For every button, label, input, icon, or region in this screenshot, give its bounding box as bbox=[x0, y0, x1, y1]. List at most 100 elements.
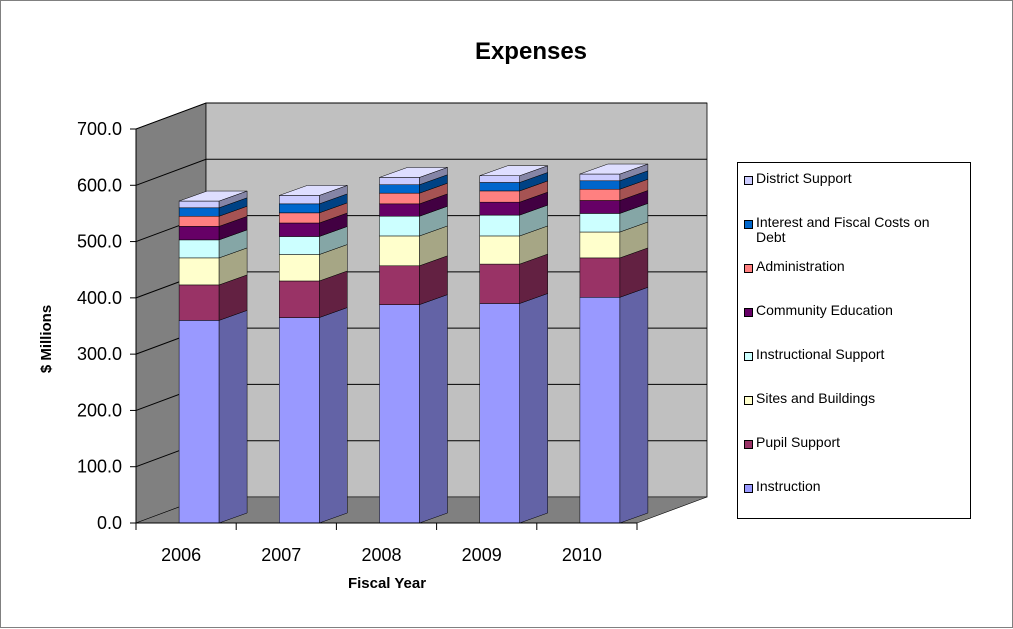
axes bbox=[130, 128, 638, 530]
bar-side bbox=[319, 307, 348, 524]
legend-label: Instructional Support bbox=[756, 346, 885, 362]
bar-front bbox=[279, 222, 320, 237]
bar-front bbox=[279, 236, 320, 255]
bar-2007-instruction bbox=[279, 307, 348, 524]
x-tick-label: 2010 bbox=[562, 545, 602, 565]
bar-2007-pupil-support bbox=[279, 270, 348, 318]
bar-side bbox=[218, 310, 248, 524]
bar-front bbox=[479, 303, 520, 524]
bar-front bbox=[279, 195, 320, 205]
bar-front bbox=[379, 203, 420, 217]
x-tick-labels: 2006 2007 2008 2009 2010 bbox=[161, 545, 602, 565]
bar-stack-2008 bbox=[379, 167, 448, 524]
bar-front bbox=[579, 231, 621, 259]
bar-2010-pupil-support bbox=[579, 247, 649, 298]
bar-front bbox=[479, 190, 520, 203]
legend-label: District Support bbox=[756, 170, 852, 186]
legend-label: Interest and Fiscal Costs on Debt bbox=[756, 214, 930, 245]
bar-front bbox=[479, 175, 520, 183]
bar-2009-instruction bbox=[479, 293, 548, 524]
y-tick-label: 500.0 bbox=[77, 232, 122, 252]
bar-front bbox=[479, 182, 520, 192]
bar-front bbox=[178, 257, 220, 286]
bar-2006-district-support bbox=[178, 190, 248, 209]
bar-top bbox=[379, 167, 448, 178]
bar-2007-district-support bbox=[279, 185, 348, 205]
bar-top bbox=[179, 190, 248, 202]
bars bbox=[178, 163, 649, 524]
bar-front bbox=[579, 297, 621, 524]
bar-front bbox=[279, 280, 320, 318]
legend-swatch bbox=[744, 220, 753, 229]
bar-2008-sites-and-buildings bbox=[379, 225, 448, 267]
bar-front bbox=[579, 213, 621, 233]
legend-swatch bbox=[744, 176, 753, 185]
bar-2010-district-support bbox=[579, 163, 649, 182]
y-tick-label: 600.0 bbox=[77, 175, 122, 195]
legend-item: Pupil Support bbox=[744, 435, 961, 450]
bar-side bbox=[519, 293, 548, 524]
bar-2008-instructional-support bbox=[379, 205, 448, 237]
bar-2006-instruction bbox=[178, 310, 248, 524]
y-tick-label: 200.0 bbox=[77, 400, 122, 420]
bar-front bbox=[178, 226, 220, 241]
bar-2009-community-education bbox=[479, 191, 548, 216]
bar-front bbox=[279, 317, 320, 524]
bar-stack-2007 bbox=[279, 185, 348, 524]
x-tick-label: 2007 bbox=[261, 545, 301, 565]
bar-side bbox=[419, 294, 448, 524]
legend-label: Instruction bbox=[756, 478, 821, 494]
x-tick-label: 2009 bbox=[462, 545, 502, 565]
y-tick-label: 0.0 bbox=[97, 513, 122, 533]
bar-side bbox=[619, 286, 649, 524]
bar-stack-2006 bbox=[178, 190, 248, 524]
legend-item: Instruction bbox=[744, 479, 961, 494]
bar-front bbox=[479, 201, 520, 216]
bar-2006-community-education bbox=[178, 216, 248, 241]
legend-item: Community Education bbox=[744, 303, 961, 318]
bar-2009-pupil-support bbox=[479, 253, 548, 304]
bar-front bbox=[379, 235, 420, 267]
y-tick-label: 100.0 bbox=[77, 457, 122, 477]
bar-front bbox=[379, 265, 420, 305]
legend-swatch bbox=[744, 484, 753, 493]
bar-2006-sites-and-buildings bbox=[178, 247, 248, 286]
bar-2008-administration bbox=[379, 182, 448, 205]
bar-front bbox=[579, 257, 621, 298]
legend-item: Sites and Buildings bbox=[744, 391, 961, 406]
bar-2008-district-support bbox=[379, 167, 448, 186]
bar-2007-sites-and-buildings bbox=[279, 244, 348, 282]
bar-front bbox=[379, 184, 420, 194]
y-tick-label: 700.0 bbox=[77, 119, 122, 139]
bar-2010-community-education bbox=[579, 190, 649, 214]
bar-2010-instruction bbox=[579, 286, 649, 524]
bar-front bbox=[579, 173, 621, 182]
bar-2008-community-education bbox=[379, 193, 448, 217]
bar-front bbox=[279, 212, 320, 224]
bar-front bbox=[579, 188, 621, 201]
y-axis-title: $ Millions bbox=[38, 305, 55, 373]
bar-front bbox=[479, 263, 520, 304]
bar-front bbox=[579, 200, 621, 214]
bar-front bbox=[379, 192, 420, 205]
legend-label: Sites and Buildings bbox=[756, 390, 876, 406]
bar-top bbox=[479, 165, 548, 176]
bar-front bbox=[279, 254, 320, 282]
legend-item: Instructional Support bbox=[744, 347, 961, 362]
bar-2009-sites-and-buildings bbox=[479, 225, 548, 265]
gridline bbox=[135, 158, 707, 186]
bar-top bbox=[279, 185, 348, 196]
y-tick-labels: 0.0 100.0 200.0 300.0 400.0 500.0 600.0 700.0 bbox=[77, 119, 122, 533]
bar-stack-2009 bbox=[479, 165, 548, 524]
legend-item: Interest and Fiscal Costs on Debt bbox=[744, 215, 961, 245]
bar-2006-pupil-support bbox=[178, 274, 248, 321]
legend-item: Administration bbox=[744, 259, 961, 274]
bar-front bbox=[178, 215, 220, 227]
bar-front bbox=[479, 235, 520, 265]
bar-front bbox=[178, 320, 220, 524]
gridline bbox=[135, 102, 707, 130]
bar-front bbox=[178, 200, 220, 209]
bar-front bbox=[379, 177, 420, 185]
